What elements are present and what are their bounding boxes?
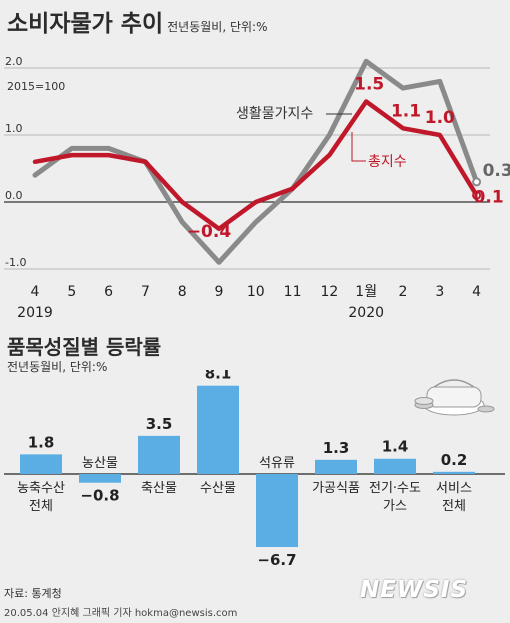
data-label: 0.1: [474, 187, 504, 207]
category-label: 전체: [29, 499, 53, 514]
series-name-total: 총지수: [368, 154, 407, 170]
leader-line: [351, 132, 366, 162]
chart-subtitle: 전년동월비, 단위:%: [167, 20, 268, 34]
bar-value-label: 1.4: [382, 438, 409, 456]
y-tick-label: -1.0: [5, 256, 26, 269]
bar: [138, 435, 180, 474]
x-tick-label: 8: [178, 284, 187, 300]
newsis-logo: NEWSIS: [360, 577, 469, 603]
x-tick-label: 1월: [355, 284, 377, 300]
x-tick-label: 3: [435, 284, 444, 300]
x-tick-label: 10: [247, 284, 265, 300]
data-label: 1.0: [425, 108, 455, 128]
year-label: 2020: [348, 305, 384, 321]
category-label: 서비스: [436, 481, 472, 496]
x-tick-label: 5: [67, 284, 76, 300]
series-end-marker: [472, 177, 482, 187]
series-name-living-cost: 생활물가지수: [236, 106, 313, 122]
category-label: 가공식품: [312, 481, 360, 496]
y-tick-label: 1.0: [5, 122, 23, 135]
data-label: 0.3: [483, 161, 510, 181]
bar: [20, 454, 62, 474]
x-tick-label: 9: [215, 284, 224, 300]
source-note: 자료: 통계청: [4, 587, 62, 600]
bar-value-label: 1.8: [28, 433, 55, 451]
series-end-marker: [472, 190, 482, 200]
category-label: 농산물: [82, 456, 118, 471]
x-tick-label: 6: [104, 284, 113, 300]
x-tick-label: 12: [320, 284, 338, 300]
bar-chart-title: 품목성질별 등락률: [7, 335, 162, 359]
series-line-total: [32, 99, 479, 232]
line-chart: 2.0 1.0 0.0 -1.0 4 5 6 7 8 9 10 11 12 1월 2 3 4 2019 2020 생활…: [4, 55, 510, 321]
y-tick-label: 2.0: [5, 55, 23, 68]
bar-value-label: 1.3: [323, 439, 350, 457]
x-tick-label: 4: [472, 284, 481, 300]
bar: [79, 474, 121, 483]
category-label: 전기·수도: [369, 481, 421, 496]
x-tick-label: 4: [31, 284, 40, 300]
series-line-living-cost: [32, 58, 480, 265]
bar: [374, 458, 416, 474]
y-tick-label: 0.0: [5, 189, 23, 202]
year-label: 2019: [17, 305, 53, 321]
bar-value-label: −6.7: [257, 551, 296, 569]
bar-value-label: −0.8: [80, 487, 119, 505]
category-label: 가스: [383, 499, 407, 514]
bar: [433, 471, 475, 474]
credit-line: 20.05.04 안지혜 그래픽 기자 hokma@newsis.com: [4, 608, 238, 619]
bar: [256, 474, 298, 548]
base-year-note: 2015=100: [7, 80, 66, 93]
bar-chart-subtitle: 전년동월비, 단위:%: [7, 360, 108, 374]
chart-title: 소비자물가 추이 전년동월비, 단위:%: [7, 11, 268, 37]
bar: [315, 459, 357, 474]
category-label: 전체: [442, 499, 466, 514]
data-label: 1.5: [354, 75, 384, 95]
data-label: 1.1: [391, 101, 421, 121]
category-label: 농축수산: [17, 481, 65, 496]
category-label: 축산물: [141, 481, 177, 496]
x-tick-label: 7: [141, 284, 150, 300]
bar-value-label: 0.2: [441, 451, 468, 469]
category-label: 석유류: [259, 456, 295, 471]
category-label: 수산물: [200, 481, 236, 496]
x-tick-label: 2: [399, 284, 408, 300]
bar: [197, 385, 239, 474]
bar-value-label: 3.5: [146, 415, 173, 433]
data-label: −0.4: [187, 222, 232, 242]
x-tick-label: 11: [284, 284, 302, 300]
bar-value-label: 8.1: [205, 370, 232, 383]
coin-purse-icon: [414, 379, 495, 416]
